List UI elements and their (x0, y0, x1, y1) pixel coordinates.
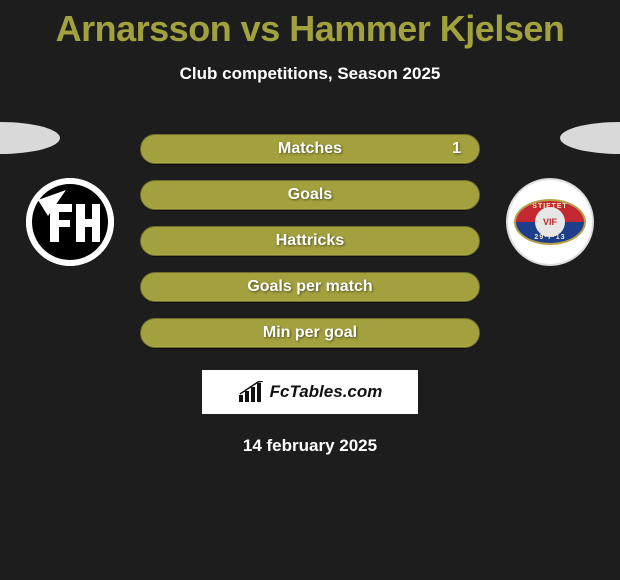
club-logo-right: STIFTET VIF 29·7·13 (506, 178, 594, 266)
vif-logo-icon: STIFTET VIF 29·7·13 (514, 199, 586, 245)
stat-label: Goals per match (247, 278, 372, 296)
stat-label: Min per goal (263, 324, 357, 342)
page-subtitle: Club competitions, Season 2025 (0, 64, 620, 84)
stat-row-matches: Matches 1 (140, 134, 480, 164)
stat-row-gpm: Goals per match (140, 272, 480, 302)
date-text: 14 february 2025 (0, 436, 620, 456)
left-ellipse-decor (0, 122, 60, 154)
bar-chart-icon (238, 381, 264, 403)
vif-abbrev: VIF (535, 207, 565, 237)
club-logo-left (26, 178, 114, 266)
stat-row-goals: Goals (140, 180, 480, 210)
stat-label: Matches (278, 140, 342, 158)
stat-row-mpg: Min per goal (140, 318, 480, 348)
header: Arnarsson vs Hammer Kjelsen Club competi… (0, 0, 620, 84)
stat-value: 1 (452, 140, 461, 158)
page-title: Arnarsson vs Hammer Kjelsen (0, 8, 620, 50)
fh-logo-icon (26, 178, 114, 266)
stat-label: Goals (288, 186, 332, 204)
stats-container: Matches 1 Goals Hattricks Goals per matc… (140, 134, 480, 348)
right-ellipse-decor (560, 122, 620, 154)
vif-top-text: STIFTET (516, 203, 584, 210)
brand-badge: FcTables.com (202, 370, 418, 414)
vif-bot-text: 29·7·13 (516, 234, 584, 241)
stat-label: Hattricks (276, 232, 344, 250)
stat-row-hattricks: Hattricks (140, 226, 480, 256)
brand-text: FcTables.com (270, 382, 383, 402)
